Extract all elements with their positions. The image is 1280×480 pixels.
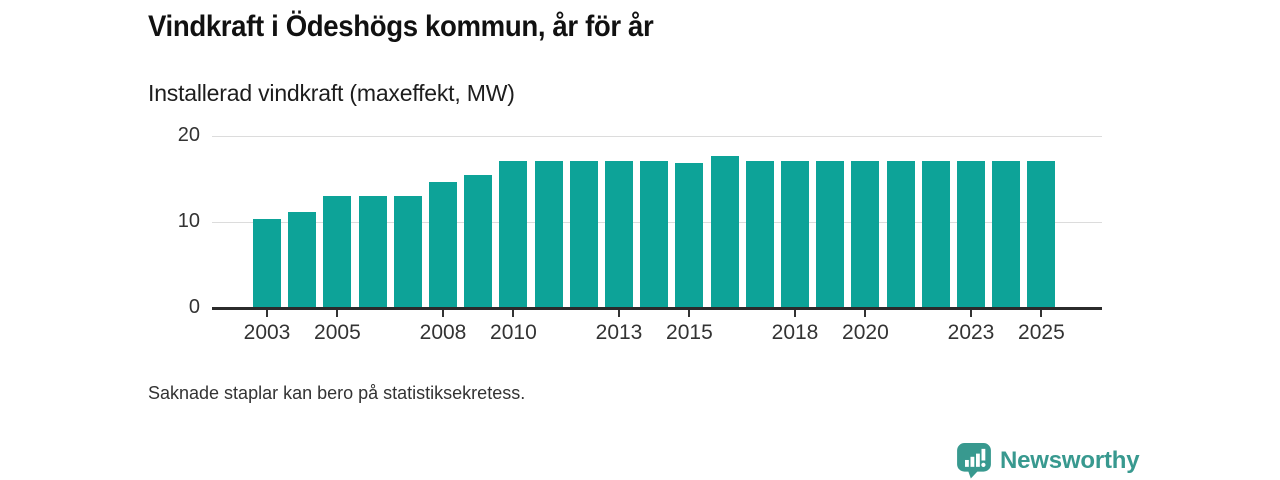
bar-2006 [358,196,387,308]
bar-2025 [1027,160,1056,308]
bar-2014 [640,160,669,308]
x-axis-label-2010: 2010 [490,321,537,344]
bar-2023 [957,160,985,308]
x-tick-2008 [442,310,444,317]
x-axis-label-2018: 2018 [771,321,819,344]
bar-2024 [992,160,1021,308]
bar-2010 [499,160,528,308]
y-axis-label-10: 10 [177,210,200,232]
x-axis-label-2003: 2003 [243,321,291,344]
bar-2008 [429,181,457,308]
x-tick-2025 [1040,310,1043,317]
bar-chart-plot-area: 0 10 20 2003 2005 2008 2010 2013 2015 2018 2020 202… [177,124,1102,344]
newsworthy-logo-icon [957,443,991,479]
bar-2018 [781,160,809,308]
bar-2003 [253,218,281,308]
x-axis-label-2005: 2005 [314,321,361,344]
x-axis-line [212,306,1102,310]
x-tick-2018 [794,310,796,317]
branding-name: Newsworthy [1000,446,1140,474]
x-tick-2013 [618,310,620,317]
chart-subtitle: Installerad vindkraft (maxeffekt, MW) [148,80,515,106]
bar-2012 [569,160,598,308]
bar-2004 [288,211,317,308]
bar-2021 [886,160,915,308]
bar-2020 [851,160,880,308]
x-axis-label-2023: 2023 [947,321,995,344]
y-axis-label-20: 20 [177,124,200,146]
bar-2005 [323,196,352,308]
x-tick-2023 [970,310,972,317]
bar-2016 [710,155,739,308]
x-tick-2020 [864,310,867,317]
bar-2019 [816,160,845,308]
bar-2015 [675,162,704,308]
bar-2007 [393,196,422,308]
x-axis-label-2015: 2015 [666,321,713,344]
x-tick-2010 [512,310,515,317]
logo-mini-bars [965,448,986,467]
x-tick-2003 [266,310,268,317]
gridline-20 [212,135,1102,137]
chart-title: Vindkraft i Ödeshögs kommun, år för år [148,10,654,43]
x-axis-label-2013: 2013 [595,321,643,344]
branding: Newsworthy [956,442,1140,479]
bar-2009 [464,174,493,308]
bar-2017 [745,160,774,308]
x-axis-label-2008: 2008 [419,321,467,344]
bar-2011 [534,160,563,308]
bar-2013 [605,160,633,308]
x-axis-label-2020: 2020 [842,321,889,344]
y-axis-label-0: 0 [188,296,200,318]
chart-footnote: Saknade staplar kan bero på statistiksek… [148,383,526,403]
bar-2022 [921,160,950,308]
x-axis-label-2025: 2025 [1018,321,1065,344]
x-tick-2015 [688,310,691,317]
x-tick-2005 [336,310,339,317]
